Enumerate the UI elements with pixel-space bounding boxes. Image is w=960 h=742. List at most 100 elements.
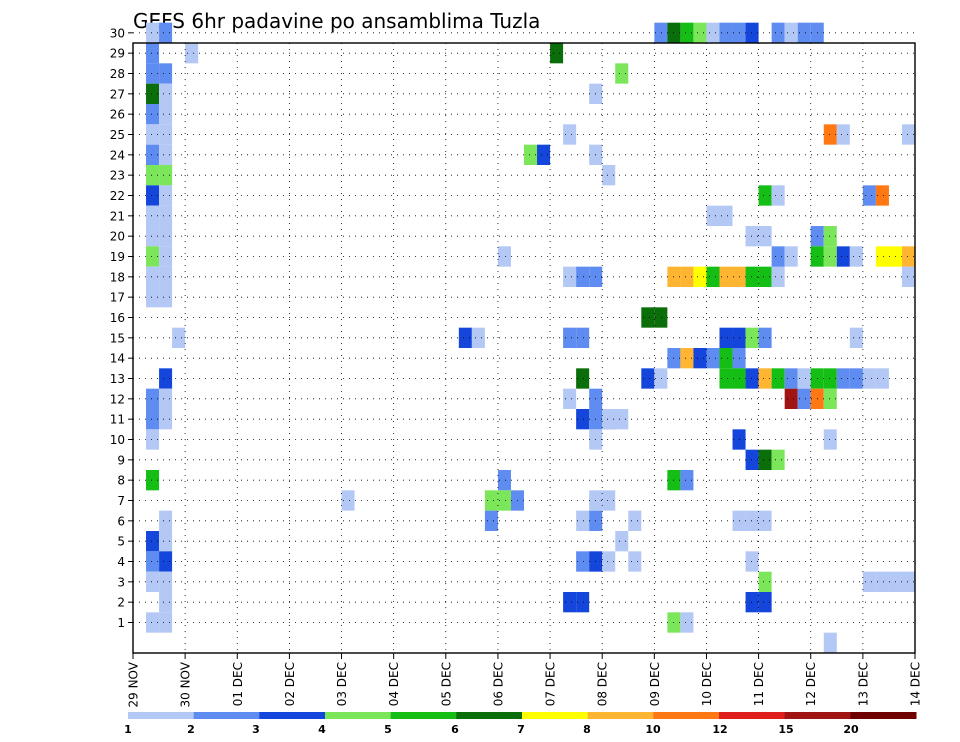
heatmap-cell [745, 449, 759, 470]
heatmap-cell [146, 124, 160, 145]
heatmap-cell [797, 22, 811, 43]
y-tick-label: 22 [110, 189, 125, 203]
heatmap-cell [497, 246, 511, 267]
heatmap-cell [146, 531, 160, 552]
x-tick-label: 29 NOV [127, 661, 141, 707]
heatmap-cell [641, 307, 655, 328]
colorbar-swatch [259, 712, 326, 719]
heatmap-cell [901, 571, 915, 592]
colorbar-swatch [719, 712, 786, 719]
y-tick-label: 30 [110, 26, 125, 40]
heatmap-cell [146, 388, 160, 409]
heatmap-cell [797, 388, 811, 409]
heatmap-cell [862, 185, 876, 206]
heatmap-cell [159, 388, 173, 409]
heatmap-cell [680, 348, 694, 369]
heatmap-cell [758, 571, 772, 592]
heatmap-cell [836, 124, 850, 145]
x-tick-label: 07 DEC [544, 662, 558, 706]
heatmap-cell [823, 226, 837, 247]
heatmap-cell [836, 368, 850, 389]
colorbar-label: 4 [318, 723, 326, 736]
heatmap-cell [602, 551, 616, 572]
heatmap-cell [849, 327, 863, 348]
y-tick-label: 26 [110, 108, 125, 122]
heatmap-cell [615, 531, 629, 552]
heatmap-cell [146, 144, 160, 165]
heatmap-cell [758, 226, 772, 247]
colorbar-label: 3 [252, 723, 260, 736]
heatmap-cell [745, 368, 759, 389]
heatmap-cell [576, 510, 590, 531]
heatmap-cell [654, 22, 668, 43]
heatmap-cell [458, 327, 472, 348]
heatmap-cell [745, 551, 759, 572]
heatmap-cell [862, 571, 876, 592]
y-tick-label: 3 [117, 575, 125, 589]
heatmap-cell [146, 612, 160, 633]
heatmap-cell [159, 612, 173, 633]
x-tick-label: 13 DEC [856, 662, 870, 706]
colorbar-label: 20 [843, 723, 859, 736]
colorbar-swatch [128, 712, 195, 719]
heatmap-cell [159, 144, 173, 165]
heatmap-cell [849, 368, 863, 389]
heatmap-cell [758, 185, 772, 206]
heatmap-cell [719, 368, 733, 389]
heatmap-cell [771, 368, 785, 389]
heatmap-cell [563, 327, 577, 348]
y-tick-label: 25 [110, 128, 125, 142]
y-tick-label: 8 [117, 474, 125, 488]
heatmap-cell [159, 22, 173, 43]
x-tick-label: 02 DEC [283, 662, 297, 706]
heatmap-cell [172, 327, 186, 348]
heatmap-cell [758, 449, 772, 470]
y-tick-label: 9 [117, 453, 125, 467]
heatmap-cell [771, 246, 785, 267]
heatmap-cell [159, 510, 173, 531]
heatmap-cell [641, 368, 655, 389]
heatmap-cell [784, 246, 798, 267]
heatmap-cell [745, 226, 759, 247]
heatmap-cell [159, 226, 173, 247]
heatmap-cell [602, 165, 616, 186]
heatmap-cell [563, 388, 577, 409]
x-axis-ticks: 29 NOV 30 NOV 01 DEC 02 DEC 03 DEC 04 DEC 05 D… [127, 653, 923, 708]
heatmap-cell [758, 368, 772, 389]
colorbar-swatch [850, 712, 917, 719]
y-tick-label: 14 [110, 352, 125, 366]
heatmap-cell [771, 266, 785, 287]
heatmap-cell [719, 22, 733, 43]
heatmap-cell [146, 409, 160, 430]
heatmap-cell [146, 83, 160, 104]
x-tick-label: 08 DEC [596, 662, 610, 706]
x-tick-label: 06 DEC [491, 662, 505, 706]
heatmap-cell [550, 43, 564, 64]
heatmap-cell [497, 490, 511, 511]
heatmap-cell [576, 266, 590, 287]
heatmap-cell [784, 22, 798, 43]
heatmap-cell [484, 490, 498, 511]
heatmap-cell [706, 22, 720, 43]
heatmap-cell [576, 327, 590, 348]
y-tick-label: 17 [110, 291, 125, 305]
heatmap-cell [146, 571, 160, 592]
heatmap-cell [745, 592, 759, 613]
heatmap-cell [758, 592, 772, 613]
heatmap-cell [146, 63, 160, 84]
heatmap-cell [836, 246, 850, 267]
heatmap-cell [745, 22, 759, 43]
heatmap-cell [745, 266, 759, 287]
heatmap-cell [159, 63, 173, 84]
y-tick-label: 24 [110, 148, 125, 162]
heatmap-cell [146, 185, 160, 206]
heatmap-cell [563, 592, 577, 613]
heatmap-cell [159, 185, 173, 206]
heatmap-cell [159, 287, 173, 308]
heatmap-cell [484, 510, 498, 531]
heatmap-cell [146, 287, 160, 308]
heatmap-cell [159, 266, 173, 287]
heatmap-cell [471, 327, 485, 348]
heatmap-cell [849, 246, 863, 267]
